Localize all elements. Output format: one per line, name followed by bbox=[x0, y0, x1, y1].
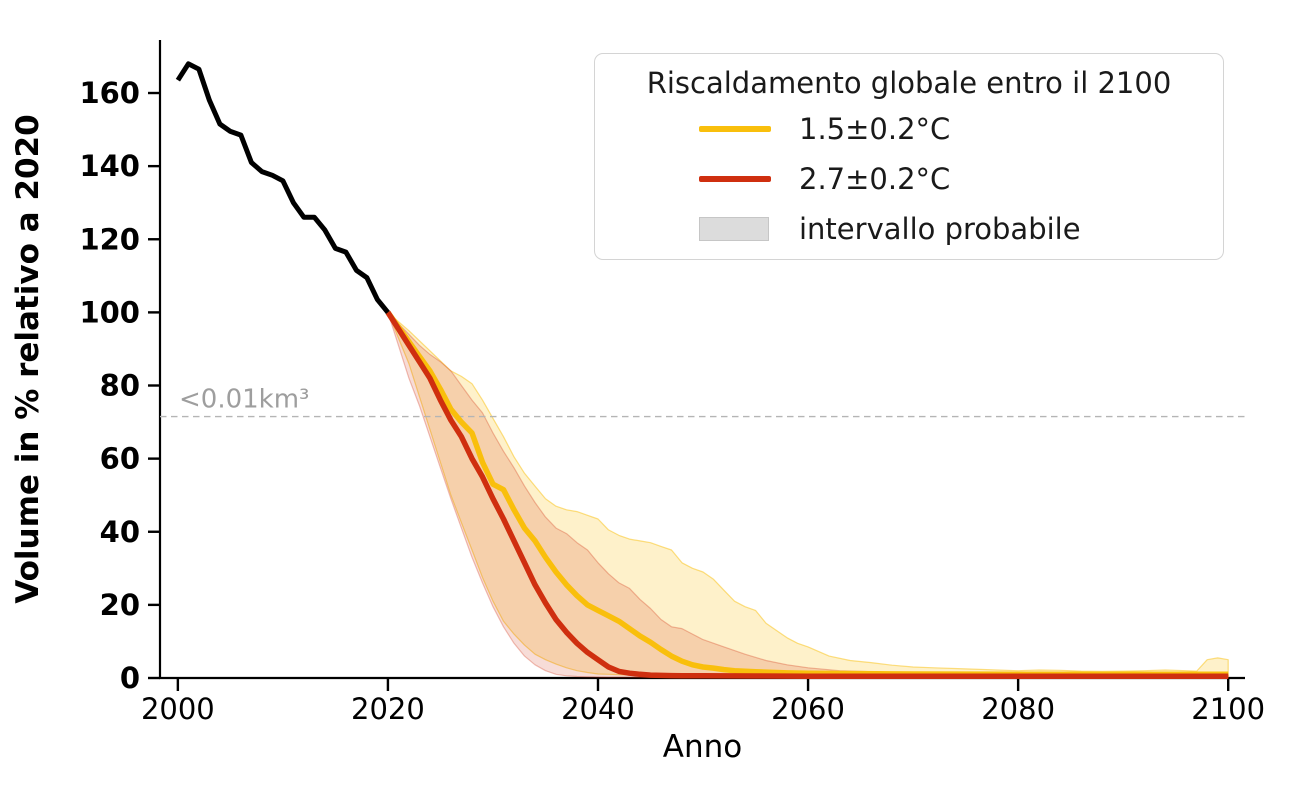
legend-item-warming-2p7: 2.7±0.2°C bbox=[595, 154, 1223, 204]
x-tick-label: 2080 bbox=[981, 692, 1055, 726]
y-tick-label: 20 bbox=[100, 588, 140, 622]
x-axis-title: Anno bbox=[663, 729, 742, 765]
legend-line-swatch-warming-2p7 bbox=[699, 176, 771, 182]
y-tick-label: 140 bbox=[79, 149, 140, 183]
y-tick-label: 60 bbox=[100, 442, 140, 476]
legend-title: Riscaldamento globale entro il 2100 bbox=[646, 66, 1172, 100]
y-tick-label: 160 bbox=[79, 76, 140, 110]
legend-label-likely-range: intervallo probabile bbox=[799, 212, 1081, 246]
legend-items: 1.5±0.2°C 2.7±0.2°C intervallo probabile bbox=[595, 104, 1223, 254]
y-tick-label: 120 bbox=[79, 222, 140, 256]
x-tick-label: 2000 bbox=[141, 692, 215, 726]
series-line-warming-2p7 bbox=[385, 310, 1229, 679]
threshold-label: <0.01km³ bbox=[179, 385, 309, 415]
legend-patch-swatch-likely-range bbox=[699, 217, 769, 241]
y-tick-label: 40 bbox=[100, 515, 140, 549]
y-tick-label: 100 bbox=[79, 295, 140, 329]
x-tick-label: 2100 bbox=[1191, 692, 1265, 726]
x-tick-label: 2020 bbox=[351, 692, 425, 726]
series-line-storico bbox=[175, 61, 390, 314]
legend-line-swatch-warming-1p5 bbox=[699, 126, 771, 132]
y-axis-title: Volume in % relativo a 2020 bbox=[10, 114, 46, 603]
x-tick-label: 2040 bbox=[561, 692, 635, 726]
legend-label-warming-2p7: 2.7±0.2°C bbox=[799, 162, 951, 196]
legend-item-warming-1p5: 1.5±0.2°C bbox=[595, 104, 1223, 154]
legend-label-warming-1p5: 1.5±0.2°C bbox=[799, 112, 951, 146]
legend: Riscaldamento globale entro il 2100 1.5±… bbox=[594, 53, 1224, 260]
y-tick-label: 0 bbox=[120, 661, 140, 695]
band-warming-2p7 bbox=[387, 311, 1229, 679]
legend-item-likely-range: intervallo probabile bbox=[595, 204, 1223, 254]
series-line-warming-1p5 bbox=[385, 310, 1229, 678]
y-tick-label: 80 bbox=[100, 369, 140, 403]
x-tick-label: 2060 bbox=[771, 692, 845, 726]
